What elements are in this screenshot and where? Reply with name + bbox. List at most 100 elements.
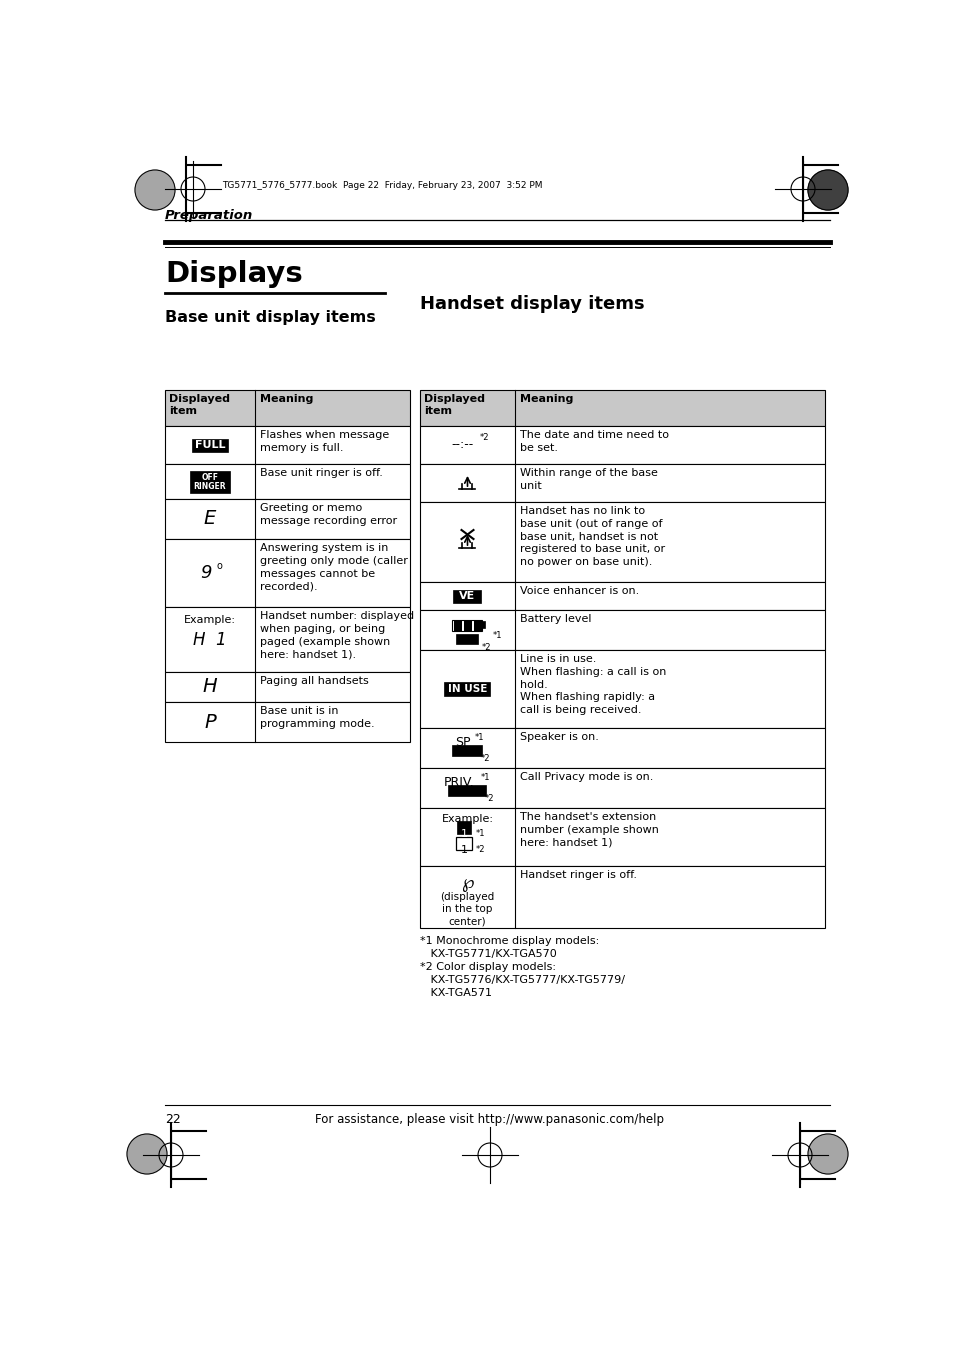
Bar [165, 463, 410, 499]
Text: The date and time need to
be set.: The date and time need to be set. [519, 430, 668, 453]
Text: Flashes when message
memory is full.: Flashes when message memory is full. [260, 430, 389, 453]
Text: *2 Color display models:: *2 Color display models: [419, 962, 556, 971]
Bar [165, 499, 410, 539]
Text: Base unit display items: Base unit display items [165, 309, 375, 326]
Text: Paging all handsets: Paging all handsets [260, 676, 369, 686]
Text: Preparation: Preparation [165, 209, 253, 222]
Text: *2: *2 [479, 434, 489, 443]
Text: 1: 1 [460, 830, 468, 839]
Bar [165, 607, 410, 671]
Text: OFF: OFF [201, 473, 218, 482]
Text: KX-TG5771/KX-TGA570: KX-TG5771/KX-TGA570 [419, 948, 557, 959]
Text: Displays: Displays [165, 259, 302, 288]
Text: KX-TGA571: KX-TGA571 [419, 988, 492, 998]
Bar [452, 744, 482, 757]
Text: PRIV.: PRIV. [444, 775, 475, 789]
Text: 22: 22 [165, 1113, 180, 1125]
Text: Handset has no link to
base unit (out of range of
base unit, handset is not
regi: Handset has no link to base unit (out of… [519, 507, 664, 567]
Bar [452, 620, 482, 631]
Text: *1: *1 [480, 773, 490, 782]
Text: --:--: --:-- [451, 439, 473, 451]
Bar [419, 866, 824, 928]
Bar [456, 838, 472, 850]
Bar [419, 463, 824, 503]
Text: Within range of the base
unit: Within range of the base unit [519, 467, 658, 490]
Bar [190, 470, 230, 493]
Text: VE: VE [459, 590, 476, 601]
Bar [165, 390, 410, 426]
Text: 9: 9 [200, 563, 212, 582]
Text: Answering system is in
greeting only mode (caller
messages cannot be
recorded).: Answering system is in greeting only mod… [260, 543, 408, 592]
Bar [457, 821, 471, 834]
Text: TG5771_5776_5777.book  Page 22  Friday, February 23, 2007  3:52 PM: TG5771_5776_5777.book Page 22 Friday, Fe… [222, 181, 542, 190]
Bar [456, 634, 478, 644]
Bar [419, 728, 824, 767]
Text: Speaker is on.: Speaker is on. [519, 732, 598, 742]
Bar [454, 621, 462, 631]
Text: *1: *1 [492, 631, 501, 639]
Circle shape [127, 1133, 167, 1174]
Bar [165, 539, 410, 607]
Text: E: E [204, 509, 216, 528]
Text: Base unit ringer is off.: Base unit ringer is off. [260, 467, 382, 478]
Text: The handset's extension
number (example shown
here: handset 1): The handset's extension number (example … [519, 812, 659, 847]
Bar [419, 390, 824, 426]
Text: Handset ringer is off.: Handset ringer is off. [519, 870, 637, 880]
Text: H  1: H 1 [193, 631, 227, 648]
Text: center): center) [448, 916, 486, 925]
Bar [474, 621, 482, 631]
Text: 1: 1 [460, 844, 468, 855]
Text: Handset display items: Handset display items [419, 295, 644, 313]
Circle shape [807, 170, 847, 209]
Text: Displayed
item: Displayed item [423, 394, 484, 416]
Text: Displayed
item: Displayed item [169, 394, 230, 416]
Text: o: o [215, 561, 222, 571]
Bar [419, 767, 824, 808]
Bar [419, 426, 824, 463]
Text: (displayed: (displayed [440, 892, 494, 902]
Text: For assistance, please visit http://www.panasonic.com/help: For assistance, please visit http://www.… [315, 1113, 664, 1125]
Bar [165, 671, 410, 703]
Bar [192, 439, 228, 451]
Bar [448, 785, 486, 796]
Text: Voice enhancer is on.: Voice enhancer is on. [519, 586, 639, 596]
Bar [165, 703, 410, 742]
Text: *2: *2 [481, 643, 491, 653]
Circle shape [135, 170, 174, 209]
Bar [165, 426, 410, 463]
Text: Line is in use.
When flashing: a call is on
hold.
When flashing rapidly: a
call : Line is in use. When flashing: a call is… [519, 654, 666, 715]
Text: RINGER: RINGER [193, 482, 226, 490]
Text: *2: *2 [484, 794, 494, 802]
Bar [419, 808, 824, 866]
Text: Meaning: Meaning [519, 394, 573, 404]
Bar [482, 621, 485, 628]
Text: Battery level: Battery level [519, 613, 591, 624]
Text: *1: *1 [475, 830, 484, 838]
Bar [419, 611, 824, 650]
Text: *2: *2 [475, 844, 484, 854]
Text: in the top: in the top [442, 904, 492, 915]
Bar [419, 582, 824, 611]
Text: FULL: FULL [194, 440, 225, 450]
Text: Meaning: Meaning [260, 394, 313, 404]
Text: Example:: Example: [441, 815, 493, 824]
Text: *1: *1 [475, 734, 484, 742]
Text: KX-TG5776/KX-TG5777/KX-TG5779/: KX-TG5776/KX-TG5777/KX-TG5779/ [419, 975, 624, 985]
Bar [464, 621, 472, 631]
Text: SP: SP [455, 736, 470, 748]
Text: *2: *2 [480, 754, 490, 763]
Bar [444, 682, 490, 696]
Text: Greeting or memo
message recording error: Greeting or memo message recording error [260, 503, 396, 526]
Bar [453, 589, 481, 603]
Bar [419, 503, 824, 582]
Text: Handset number: displayed
when paging, or being
paged (example shown
here: hands: Handset number: displayed when paging, o… [260, 611, 414, 659]
Circle shape [807, 1133, 847, 1174]
Bar [419, 650, 824, 728]
Text: Call Privacy mode is on.: Call Privacy mode is on. [519, 771, 653, 782]
Text: Base unit is in
programming mode.: Base unit is in programming mode. [260, 707, 375, 728]
Text: *1 Monochrome display models:: *1 Monochrome display models: [419, 936, 598, 946]
Text: IN USE: IN USE [447, 684, 487, 694]
Text: H: H [202, 677, 217, 697]
Text: ℘: ℘ [460, 874, 474, 892]
Text: P: P [204, 712, 215, 731]
